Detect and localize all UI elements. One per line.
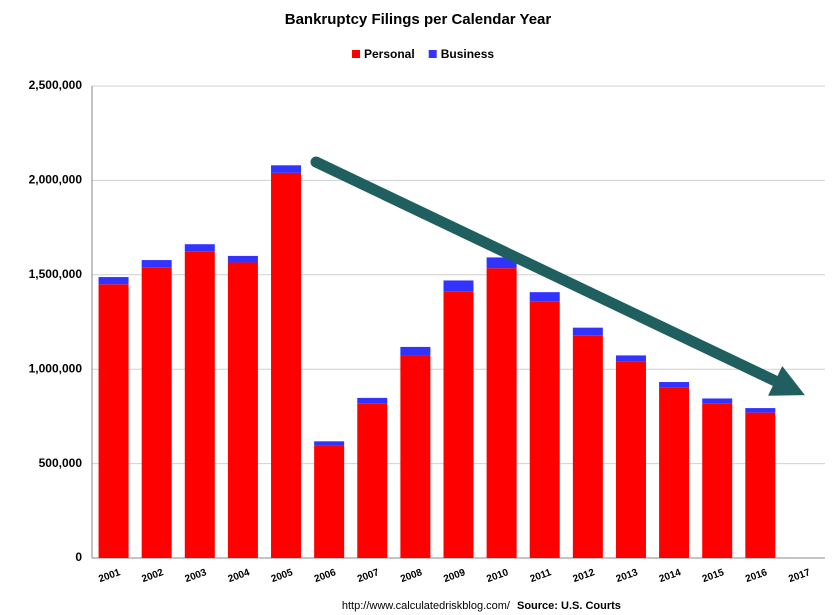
- bar-segment: [572, 335, 603, 558]
- bar-segment: [745, 408, 776, 413]
- bar-segment: [443, 291, 474, 558]
- bar-segment: [702, 403, 733, 558]
- bar-segment: [314, 441, 345, 446]
- x-tick-label: 2012: [572, 567, 597, 585]
- bar-segment: [98, 277, 129, 285]
- y-tick-label: 2,000,000: [29, 173, 83, 187]
- bar-segment: [572, 327, 603, 336]
- x-tick-label: 2004: [227, 567, 252, 585]
- x-tick-label: 2015: [701, 567, 726, 585]
- footer-url: http://www.calculatedriskblog.com/: [342, 600, 511, 612]
- x-tick-label: 2013: [615, 567, 640, 585]
- bar-segment: [141, 260, 172, 268]
- bar-segment: [400, 355, 431, 558]
- bar-segment: [529, 292, 560, 302]
- bar-segment: [659, 382, 690, 388]
- plot: 0 500,000 1,000,000 1,500,000 2,000,000 2,500…: [29, 78, 825, 585]
- x-tick-label: 2002: [140, 567, 165, 585]
- bar-segment: [443, 280, 474, 292]
- y-tick-label: 0: [75, 550, 82, 564]
- x-tick-label: 2011: [529, 567, 554, 585]
- bar-segment: [141, 267, 172, 558]
- bar-segment: [702, 398, 733, 404]
- legend-label: Personal: [364, 47, 415, 61]
- x-tick-label: 2008: [399, 567, 424, 585]
- bar-segment: [271, 165, 302, 173]
- x-tick-label: 2014: [658, 567, 683, 585]
- bar-segment: [227, 255, 258, 263]
- bar-segment: [357, 403, 388, 558]
- bar-segment: [271, 172, 302, 558]
- bar-segment: [184, 244, 215, 252]
- bar-segment: [659, 387, 690, 558]
- x-tick-label: 2009: [442, 567, 467, 585]
- x-tick-label: 2016: [744, 567, 769, 585]
- trend-arrow: [310, 156, 805, 396]
- x-tick-label: 2007: [356, 567, 381, 585]
- legend-swatch: [428, 50, 437, 58]
- footer-source: Source: U.S. Courts: [517, 600, 621, 612]
- x-tick-label: 2001: [97, 567, 122, 585]
- y-tick-label: 2,500,000: [29, 78, 83, 92]
- x-tick-label: 2017: [787, 567, 812, 585]
- x-tick-label: 2005: [270, 567, 295, 585]
- bar-segment: [486, 257, 517, 269]
- bar-segment: [745, 412, 776, 558]
- bar-segment: [98, 284, 129, 558]
- bar-segment: [227, 262, 258, 558]
- x-tick-label: 2006: [313, 567, 338, 585]
- bar-segment: [615, 361, 646, 558]
- chart-title: Bankruptcy Filings per Calendar Year: [285, 11, 552, 28]
- bar-segment: [400, 346, 431, 356]
- bar-segment: [314, 445, 345, 558]
- legend-label: Business: [441, 47, 495, 61]
- y-tick-label: 500,000: [39, 456, 83, 470]
- x-tick-label: 2010: [485, 567, 510, 585]
- legend-swatch: [352, 50, 360, 58]
- x-tick-label: 2003: [184, 567, 209, 585]
- bar-segment: [615, 355, 646, 362]
- bar-segment: [486, 268, 517, 558]
- y-tick-label: 1,500,000: [29, 267, 83, 281]
- y-tick-label: 1,000,000: [29, 361, 83, 375]
- bar-segment: [184, 251, 215, 558]
- bar-segment: [529, 301, 560, 558]
- bar-segment: [357, 397, 388, 404]
